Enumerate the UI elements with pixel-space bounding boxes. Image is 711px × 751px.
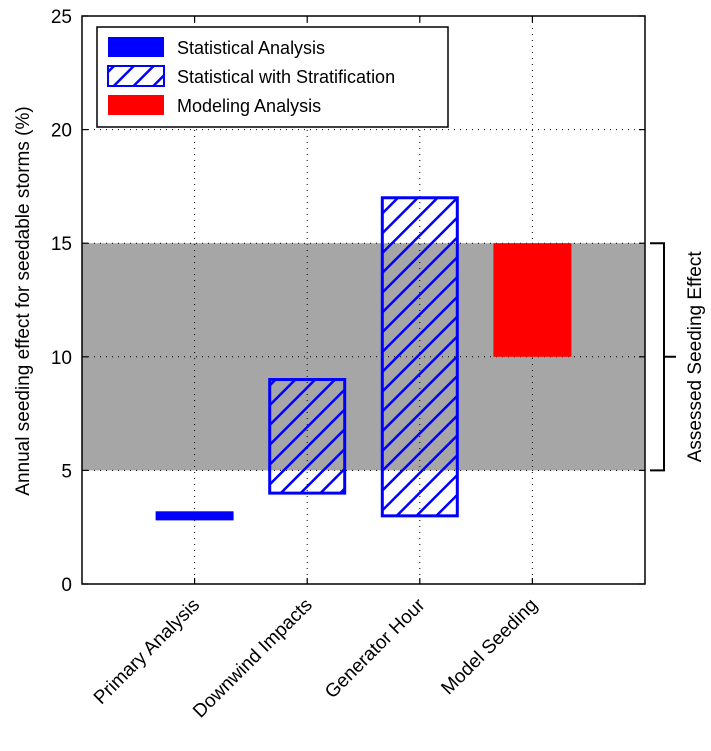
y-tick-label: 25: [51, 7, 72, 28]
x-tick-label: Downwind Impacts: [189, 595, 317, 723]
bar-generator-hour: [380, 196, 459, 518]
legend-swatch: [108, 37, 164, 57]
y-axis-label: Annual seeding effect for seedable storm…: [13, 106, 34, 495]
y-tick-label: 20: [51, 121, 72, 142]
y-tick-label: 15: [51, 234, 72, 255]
y-tick-label: 5: [61, 461, 72, 482]
y-tick-label: 0: [61, 575, 72, 596]
y-tick-label: 10: [51, 348, 72, 369]
plot-frame: [81, 15, 646, 585]
legend-label: Modeling Analysis: [177, 96, 321, 116]
legend-label: Statistical with Stratification: [177, 67, 395, 87]
bar-model-seeding: [493, 243, 572, 357]
assessed-effect-bracket: [650, 242, 676, 472]
x-tick-label: Primary Analysis: [90, 595, 204, 709]
assessed-effect-label: Assessed Seeding Effect: [685, 251, 706, 463]
legend-swatch: [108, 95, 164, 115]
bar-primary-analysis: [155, 511, 234, 521]
legend-swatch: [107, 65, 165, 87]
legend-label: Statistical Analysis: [177, 38, 325, 58]
x-tick-label: Generator Hour: [321, 594, 430, 703]
bar-downwind-impacts: [268, 378, 347, 495]
x-tick-label: Model Seeding: [437, 595, 541, 699]
